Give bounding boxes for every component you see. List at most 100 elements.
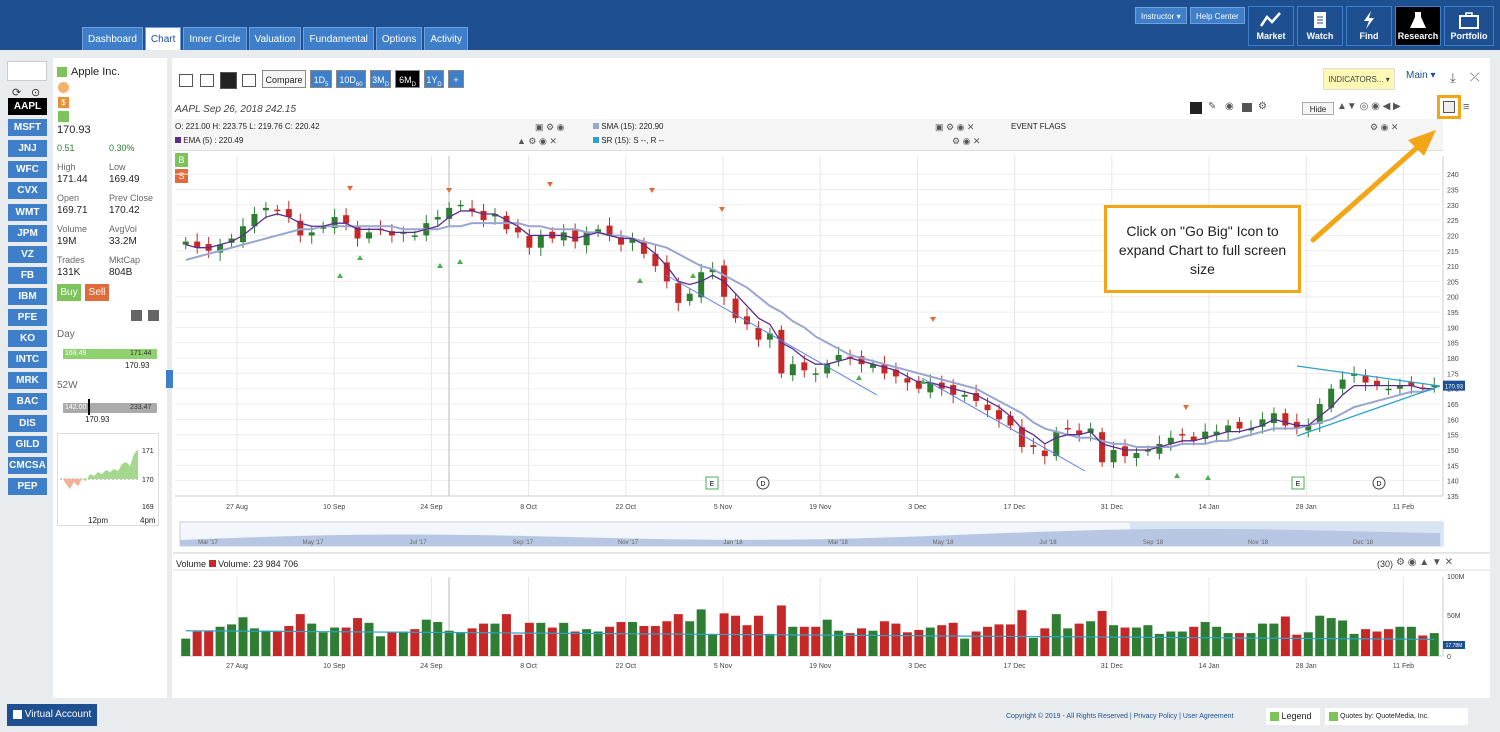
bar-chart-icon[interactable]: [58, 111, 69, 122]
candle: [709, 269, 716, 273]
alert-icon[interactable]: [58, 82, 69, 93]
watch-button[interactable]: Watch: [1297, 6, 1343, 46]
hide-button[interactable]: Hide: [1302, 102, 1334, 115]
tab-inner-circle[interactable]: Inner Circle: [183, 27, 247, 50]
buy-flag[interactable]: B: [175, 153, 188, 167]
watchlist-item-ko[interactable]: KO: [8, 330, 47, 348]
ohlc-chart-icon[interactable]: [200, 74, 214, 87]
candle: [1339, 379, 1346, 389]
pen-icon[interactable]: [1190, 102, 1202, 114]
candle: [595, 229, 602, 233]
watchlist-item-dis[interactable]: DIS: [8, 414, 47, 432]
watchlist-item-mrk[interactable]: MRK: [8, 372, 47, 390]
indicator-controls-1[interactable]: ▣ ⚙ ◉: [535, 122, 565, 132]
watchlist-item-pfe[interactable]: PFE: [8, 309, 47, 326]
instructor-menu[interactable]: Instructor ▾: [1135, 7, 1187, 24]
settings-icon[interactable]: ⊙: [31, 87, 41, 99]
volume-bar: [479, 623, 489, 656]
watchlist-item-fb[interactable]: FB: [8, 266, 47, 284]
event-controls[interactable]: ⚙ ◉ ✕: [1370, 122, 1399, 132]
volume-bar: [902, 632, 912, 656]
clipboard-icon: [1314, 12, 1326, 28]
symbol-input[interactable]: [7, 61, 47, 81]
portfolio-button[interactable]: Portfolio: [1444, 6, 1494, 46]
eye-icon[interactable]: ◉: [1225, 101, 1234, 112]
indicator-controls-2[interactable]: ▲ ⚙ ◉ ✕: [517, 136, 557, 146]
indicator-controls-3[interactable]: ▣ ⚙ ◉ ✕: [935, 122, 975, 132]
fullscreen-exit-icon[interactable]: ⤫: [1470, 70, 1480, 84]
period-button-10d[interactable]: 10D60: [336, 70, 366, 88]
period-button-3m[interactable]: 3MD: [370, 70, 391, 88]
zoom-controls[interactable]: ▲▼ ◎ ◉ ◀ ▶: [1337, 101, 1401, 112]
watchlist-item-cmcsa[interactable]: CMCSA: [8, 456, 47, 474]
legend-button[interactable]: Legend: [1266, 708, 1320, 725]
watchlist-item-ibm[interactable]: IBM: [8, 287, 47, 305]
volume-bar: [983, 626, 993, 656]
indicators-dropdown[interactable]: INDICATORS... ▾: [1323, 68, 1395, 90]
add-period-button[interactable]: +: [448, 70, 464, 88]
market-button[interactable]: Market: [1248, 6, 1294, 46]
period-button-1d[interactable]: 1D5: [310, 70, 332, 88]
sell-button[interactable]: Sell: [85, 284, 109, 301]
candle: [1202, 431, 1209, 439]
table-icon[interactable]: [1242, 103, 1252, 112]
watchlist-item-intc[interactable]: INTC: [8, 351, 47, 369]
gear-icon[interactable]: ⚙: [1258, 101, 1267, 112]
watchlist-item-vz[interactable]: VZ: [8, 245, 47, 263]
download-icon[interactable]: ⤓: [1450, 70, 1456, 85]
watchlist-item-wfc[interactable]: WFC: [8, 161, 47, 179]
go-big-icon[interactable]: [1443, 101, 1455, 113]
tab-valuation[interactable]: Valuation: [248, 27, 302, 50]
volume-bar: [1143, 625, 1153, 656]
tab-chart[interactable]: Chart: [144, 27, 182, 50]
tab-options[interactable]: Options: [375, 27, 423, 50]
candle: [1213, 431, 1220, 436]
watchlist-item-jpm[interactable]: JPM: [8, 224, 47, 242]
area-chart-icon[interactable]: [242, 74, 256, 87]
watchlist-item-pep[interactable]: PEP: [8, 477, 47, 495]
period-button-6m[interactable]: 6MD: [395, 70, 420, 88]
collapse-panel-handle[interactable]: [166, 370, 173, 388]
period-sub: 5: [325, 81, 329, 88]
volume-bar: [834, 630, 844, 656]
tab-activity[interactable]: Activity: [424, 27, 468, 50]
watchlist-item-gild[interactable]: GILD: [8, 435, 47, 453]
tab-fundamental[interactable]: Fundamental: [303, 27, 374, 50]
candle-chart-icon[interactable]: [220, 72, 237, 89]
print-icon[interactable]: [148, 310, 159, 321]
watchlist-item-msft[interactable]: MSFT: [8, 119, 47, 137]
drawing-tools[interactable]: ✎ ◉ ⚙: [1190, 101, 1280, 115]
volume-bar: [822, 619, 832, 656]
period-button-1y[interactable]: 1YD: [424, 70, 444, 88]
virtual-account-button[interactable]: Virtual Account: [7, 704, 97, 726]
watchlist-item-jnj[interactable]: JNJ: [8, 140, 47, 158]
sell-flag[interactable]: S: [175, 169, 188, 183]
volume-controls[interactable]: ⚙ ◉ ▲ ▼ ✕: [1396, 557, 1453, 568]
navigator-label: Jan '18: [723, 540, 743, 546]
refresh-icon[interactable]: ⟳: [12, 87, 22, 99]
find-button[interactable]: Find: [1346, 6, 1392, 46]
help-center-button[interactable]: Help Center: [1190, 7, 1245, 24]
indicator-controls-4[interactable]: ⚙ ◉ ✕: [952, 136, 981, 146]
copyright-text[interactable]: Copyright © 2019 - All Rights Reserved |…: [1006, 713, 1234, 720]
line-chart-icon[interactable]: [179, 74, 193, 87]
avgvol-label: AvgVol: [109, 224, 137, 234]
main-panel-dropdown[interactable]: Main ▾: [1406, 70, 1436, 81]
buy-signal-marker: [1205, 475, 1211, 480]
watchlist-item-wmt[interactable]: WMT: [8, 203, 47, 221]
candle: [1270, 413, 1277, 424]
menu-icon[interactable]: ≡: [1463, 101, 1470, 113]
watchlist-item-bac[interactable]: BAC: [8, 393, 47, 411]
watchlist-item-aapl[interactable]: AAPL: [8, 98, 47, 115]
volume-bar: [1109, 625, 1119, 656]
dollar-icon[interactable]: $: [58, 97, 69, 108]
research-button[interactable]: Research: [1395, 6, 1441, 46]
callout-arrow: [1310, 142, 1423, 243]
watchlist-item-cvx[interactable]: CVX: [8, 182, 47, 200]
eraser-icon[interactable]: ✎: [1208, 101, 1217, 112]
export-icon[interactable]: [131, 310, 142, 321]
tab-dashboard[interactable]: Dashboard: [82, 27, 143, 50]
compare-button[interactable]: Compare: [262, 70, 306, 88]
buy-button[interactable]: Buy: [57, 284, 81, 301]
